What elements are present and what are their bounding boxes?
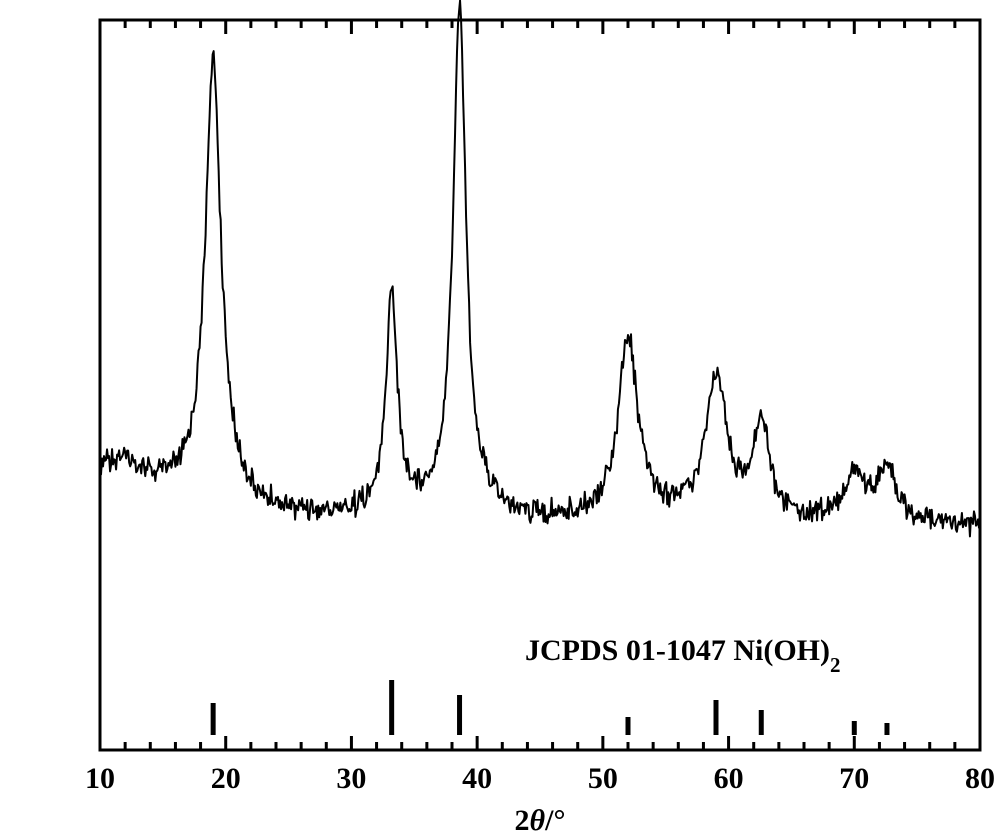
svg-text:2θ/°: 2θ/° [515, 804, 566, 837]
svg-text:30: 30 [336, 762, 366, 795]
svg-text:60: 60 [714, 762, 744, 795]
svg-text:70: 70 [839, 762, 869, 795]
svg-text:10: 10 [85, 762, 115, 795]
svg-text:20: 20 [211, 762, 241, 795]
xrd-chart: 10203040506070802θ/°JCPDS 01-1047 Ni(OH)… [0, 0, 1000, 837]
chart-svg: 10203040506070802θ/°JCPDS 01-1047 Ni(OH)… [0, 0, 1000, 837]
svg-text:40: 40 [462, 762, 492, 795]
svg-text:50: 50 [588, 762, 618, 795]
svg-text:80: 80 [965, 762, 995, 795]
